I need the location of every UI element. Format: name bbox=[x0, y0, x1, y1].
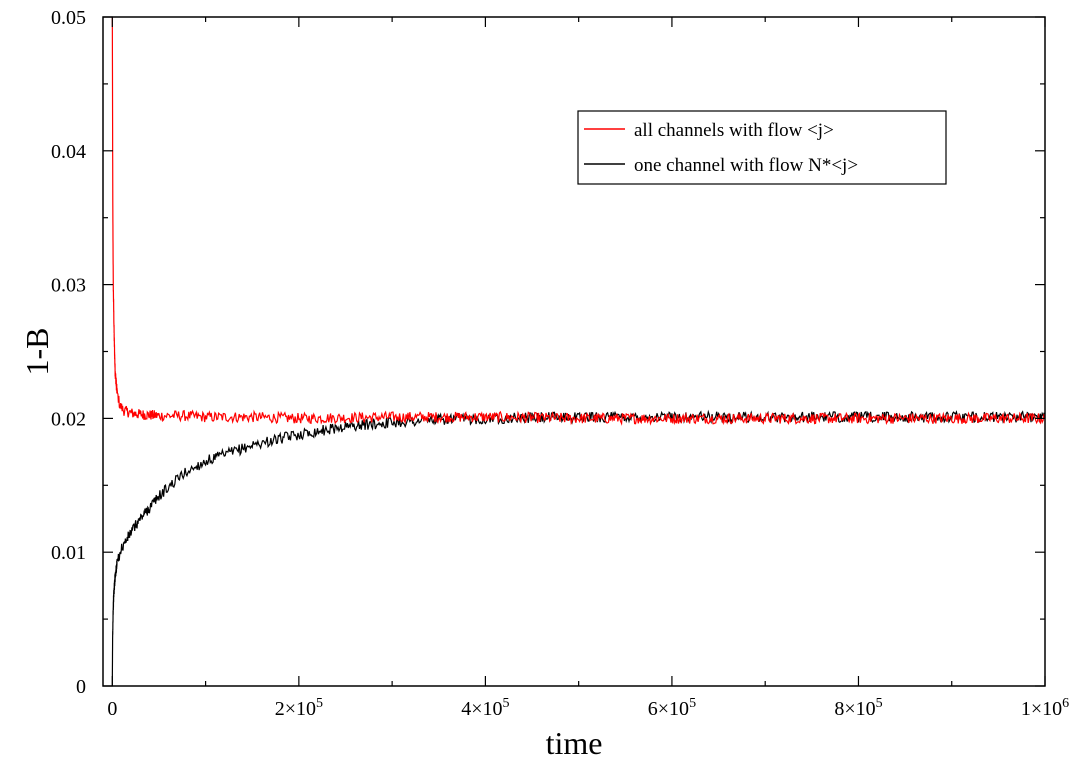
x-tick-label: 6×105 bbox=[648, 696, 696, 720]
series-layer bbox=[111, 16, 1046, 687]
legend-label-one-channel: one channel with flow N*<j> bbox=[634, 155, 858, 176]
series-line-all-channels bbox=[111, 16, 1046, 426]
x-tick-label: 1×106 bbox=[1021, 696, 1069, 720]
y-tick-label: 0 bbox=[76, 676, 86, 698]
y-axis-label: 1-B bbox=[19, 328, 55, 376]
y-tick-label: 0.05 bbox=[51, 7, 86, 29]
x-tick-label: 4×105 bbox=[461, 696, 509, 720]
legend: all channels with flow <j> one channel w… bbox=[577, 110, 947, 185]
y-tick-label: 0.03 bbox=[51, 275, 86, 297]
x-tick-label: 2×105 bbox=[275, 696, 323, 720]
y-tick-label: 0.04 bbox=[51, 141, 86, 163]
ticks-layer: 0 2×105 4×105 6×105 8×105 1×106 0 0.01 0.02 0.03 0… bbox=[51, 7, 1069, 720]
legend-box bbox=[577, 110, 947, 185]
series-line-one-channel bbox=[111, 409, 1046, 687]
legend-label-all-channels: all channels with flow <j> bbox=[634, 120, 834, 141]
y-tick-label: 0.01 bbox=[51, 542, 86, 564]
x-tick-label: 0 bbox=[107, 698, 117, 720]
y-tick-label: 0.02 bbox=[51, 408, 86, 430]
x-tick-label: 8×105 bbox=[834, 696, 882, 720]
x-axis-label: time bbox=[546, 725, 603, 760]
